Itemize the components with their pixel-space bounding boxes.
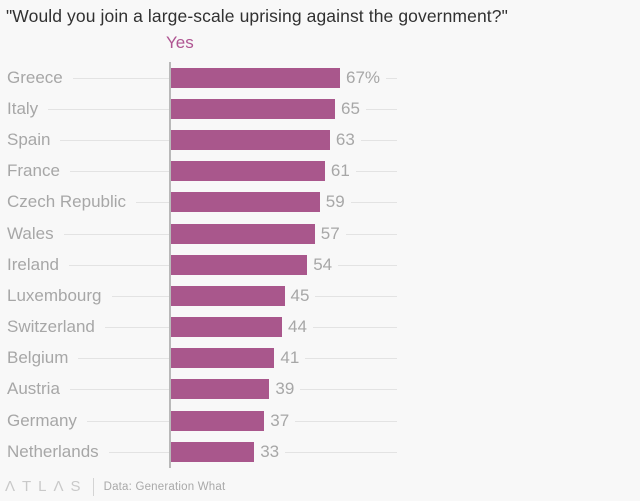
value-label: 37 [264,409,296,432]
bar-czech-republic [171,192,320,213]
value-label: 57 [314,222,346,245]
value-label: 65 [335,97,366,120]
value-label: 45 [284,284,316,307]
country-label: Wales [0,222,64,245]
value-label: 61 [324,160,356,183]
value-label: 44 [282,316,313,339]
bar-austria [171,379,270,400]
country-label: Luxembourg [0,284,112,307]
bar-italy [171,98,335,119]
bar-belgium [171,348,275,369]
country-label: Belgium [0,347,79,370]
value-label: 63 [329,128,361,151]
country-label: Netherlands [0,440,109,463]
bar-row: Greece 67% [0,62,640,93]
country-label: Italy [0,97,49,120]
bar-row: Luxembourg 45 [0,280,640,311]
country-label: France [0,160,70,183]
value-label: 39 [269,378,301,401]
bar-france [171,161,325,182]
country-label: Austria [0,378,70,401]
value-label: 67% [340,66,387,89]
data-source: Data: Generation What [103,480,226,493]
bar-row: Austria 39 [0,374,640,405]
bar-row: Belgium 41 [0,343,640,374]
bar-rows: Greece 67% Italy 65 Spain 63 France 61 Czech Rep… [0,62,640,467]
bar-greece [171,67,340,88]
country-label: Greece [0,66,73,89]
value-label: 33 [254,440,286,463]
bar-row: Germany 37 [0,405,640,436]
bar-spain [171,129,330,150]
bar-row: Italy 65 [0,93,640,124]
bar-luxembourg [171,285,285,306]
legend-label-yes: Yes [166,33,194,52]
bar-row: Spain 63 [0,124,640,155]
bar-row: Czech Republic 59 [0,187,640,218]
chart-title: "Would you join a large-scale uprising a… [6,6,508,26]
country-label: Czech Republic [0,191,137,214]
bar-row: Switzerland 44 [0,312,640,343]
atlas-logo: ΛTLΛS [5,478,88,495]
y-axis-baseline [169,62,171,468]
bar-row: Netherlands 33 [0,436,640,467]
footer: ΛTLΛS Data: Generation What [0,472,640,501]
country-label: Switzerland [0,316,105,339]
footer-divider [92,477,94,496]
bar-switzerland [171,317,282,338]
value-label: 41 [274,347,306,370]
country-label: Germany [0,409,87,432]
bar-ireland [171,254,308,275]
bar-netherlands [171,441,255,462]
bar-wales [171,223,315,244]
value-label: 54 [307,253,339,276]
bar-germany [171,410,265,431]
country-label: Spain [0,128,61,151]
bar-row: Ireland 54 [0,249,640,280]
value-label: 59 [319,191,351,214]
country-label: Ireland [0,253,69,276]
bar-row: Wales 57 [0,218,640,249]
bar-row: France 61 [0,156,640,187]
bar-chart: Greece 67% Italy 65 Spain 63 France 61 Czech Rep… [0,62,640,468]
